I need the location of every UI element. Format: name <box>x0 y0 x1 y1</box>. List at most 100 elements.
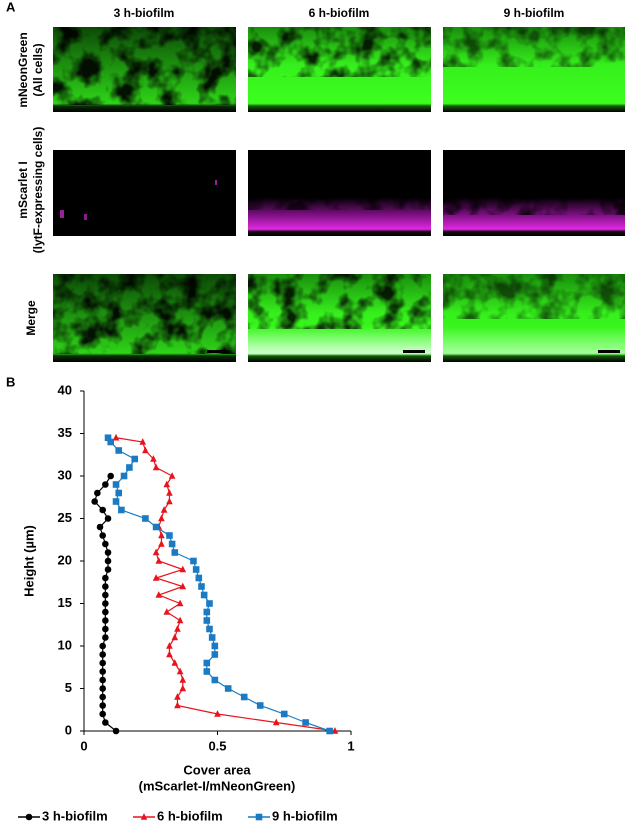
marker <box>174 625 181 632</box>
marker <box>224 685 232 692</box>
marker <box>139 438 147 445</box>
marker <box>155 557 163 564</box>
y-tick-label: 25 <box>58 510 72 525</box>
marker <box>102 719 109 726</box>
marker <box>163 480 171 488</box>
row-label: mScarlet I <box>16 161 30 218</box>
marker <box>102 617 109 624</box>
marker <box>171 549 179 556</box>
marker <box>150 455 157 462</box>
marker <box>158 531 165 539</box>
marker <box>168 540 176 548</box>
marker <box>166 650 173 658</box>
marker <box>171 659 179 666</box>
marker <box>171 633 179 641</box>
marker <box>195 574 203 582</box>
marker <box>120 472 128 480</box>
marker <box>203 659 211 667</box>
marker <box>211 676 219 684</box>
marker <box>179 582 187 590</box>
marker <box>107 472 114 480</box>
marker <box>166 497 173 505</box>
marker <box>99 532 106 539</box>
marker <box>176 599 184 607</box>
marker <box>152 523 160 531</box>
marker <box>176 616 184 624</box>
marker <box>192 566 200 573</box>
legend-label: 3 h-biofilm <box>42 808 108 823</box>
micrograph <box>53 150 625 236</box>
marker <box>140 813 148 820</box>
marker <box>91 498 98 505</box>
marker <box>155 591 163 598</box>
marker <box>179 684 187 692</box>
marker <box>104 566 112 573</box>
y-tick-label: 35 <box>58 425 72 440</box>
marker <box>94 489 101 497</box>
marker <box>179 676 187 683</box>
row-label: (All cells) <box>31 43 45 96</box>
marker <box>176 667 184 675</box>
marker <box>104 549 112 556</box>
marker <box>203 608 211 616</box>
marker <box>255 813 263 821</box>
y-axis-title: Height (µm) <box>21 525 36 597</box>
marker <box>99 685 106 692</box>
marker <box>174 693 181 700</box>
panel-label: B <box>6 374 15 389</box>
marker <box>272 718 280 726</box>
marker <box>331 727 339 734</box>
marker <box>142 515 149 522</box>
marker <box>99 659 106 667</box>
marker <box>126 464 133 471</box>
y-tick-label: 30 <box>58 467 72 482</box>
marker <box>25 813 33 821</box>
marker <box>104 557 112 565</box>
marker <box>102 634 109 641</box>
marker <box>208 634 216 641</box>
marker <box>152 574 160 581</box>
marker <box>99 710 106 718</box>
marker <box>99 642 106 650</box>
column-header: 6 h-biofilm <box>309 6 370 20</box>
micrograph <box>53 274 625 362</box>
y-tick-label: 15 <box>58 595 72 610</box>
marker <box>302 719 309 726</box>
marker <box>102 625 109 633</box>
marker <box>99 693 106 701</box>
y-tick-label: 5 <box>65 680 72 695</box>
column-header: 9 h-biofilm <box>504 6 565 20</box>
panel-label: A <box>6 0 16 14</box>
y-tick-label: 40 <box>58 382 72 397</box>
marker <box>203 617 211 624</box>
marker <box>99 651 106 658</box>
marker <box>99 702 106 709</box>
x-tick-label: 1 <box>347 738 354 753</box>
marker <box>174 701 181 709</box>
marker <box>166 532 173 539</box>
marker <box>206 600 213 607</box>
legend-label: 6 h-biofilm <box>157 808 223 823</box>
marker <box>211 642 219 650</box>
marker <box>179 565 187 573</box>
marker <box>112 498 120 505</box>
marker <box>163 608 171 615</box>
marker <box>206 625 213 633</box>
marker <box>152 548 160 556</box>
marker <box>118 506 125 514</box>
marker <box>326 727 333 735</box>
marker <box>256 702 264 709</box>
marker <box>102 574 109 582</box>
row-label: mNeonGreen <box>16 32 30 107</box>
marker <box>203 668 211 675</box>
marker <box>112 433 120 441</box>
marker <box>158 514 165 522</box>
marker <box>214 710 221 717</box>
marker <box>102 591 109 599</box>
marker <box>158 540 165 547</box>
marker <box>166 489 173 496</box>
marker <box>166 642 173 649</box>
y-tick-label: 0 <box>65 722 72 737</box>
